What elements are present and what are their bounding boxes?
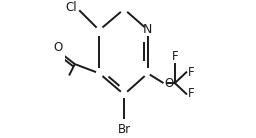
Text: F: F [188, 87, 194, 100]
Text: O: O [54, 41, 63, 54]
Text: Cl: Cl [65, 1, 77, 14]
Text: O: O [165, 77, 174, 90]
Text: F: F [188, 66, 194, 79]
Text: N: N [143, 23, 153, 36]
Text: Br: Br [118, 123, 131, 136]
Text: F: F [172, 50, 178, 63]
